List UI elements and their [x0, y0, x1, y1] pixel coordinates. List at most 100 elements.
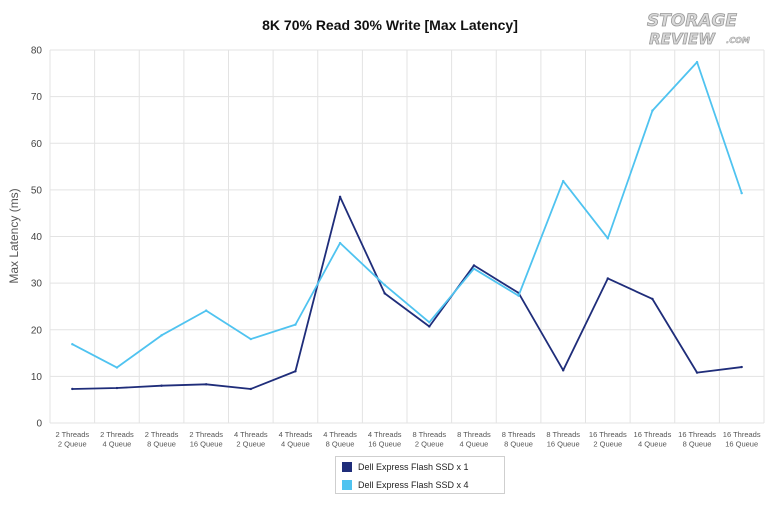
legend-item-series-2: Dell Express Flash SSD x 4 — [336, 477, 504, 493]
x-tick-label-line: 4 Threads — [234, 430, 268, 439]
x-tick-label: 4 Threads 2 Queue — [234, 430, 268, 449]
y-tick-label: 80 — [31, 46, 43, 57]
x-tick-label-line: 16 Queue — [725, 440, 758, 449]
x-tick-label-line: 4 Queue — [638, 440, 667, 449]
x-tick-label-line: 8 Threads — [502, 430, 536, 439]
data-point-series-2 — [651, 109, 654, 112]
data-point-series-2 — [204, 309, 208, 312]
y-axis-label: Max Latency (ms) — [7, 188, 21, 283]
x-tick-label: 16 Threads 4 Queue — [634, 430, 672, 449]
x-tick-label-line: 16 Threads — [678, 430, 716, 439]
x-tick-label-line: 8 Threads — [546, 430, 580, 439]
data-point-series-2 — [160, 334, 163, 337]
x-tick-label: 8 Threads 16 Queue — [546, 430, 580, 449]
legend-swatch-series-1 — [342, 462, 352, 472]
data-point-series-1 — [204, 383, 208, 386]
data-point-series-1 — [740, 365, 743, 369]
data-point-series-2 — [338, 241, 342, 245]
logo-line2: REVIEW — [649, 30, 716, 48]
data-point-series-1 — [651, 297, 654, 301]
x-tick-label-line: 16 Threads — [723, 430, 761, 439]
y-tick-label: 60 — [31, 139, 43, 150]
series-line-1 — [72, 195, 742, 390]
x-tick-label: 8 Threads 4 Queue — [457, 430, 491, 449]
x-tick-label-line: 4 Threads — [279, 430, 313, 439]
x-tick-label-line: 4 Queue — [103, 440, 132, 449]
data-point-series-2 — [294, 323, 297, 326]
x-tick-label: 8 Threads 8 Queue — [502, 430, 536, 449]
x-tick-label: 16 Threads 16 Queue — [723, 430, 761, 449]
data-point-series-2 — [71, 343, 74, 346]
y-tick-label: 20 — [31, 325, 43, 336]
x-tick-label-line: 2 Threads — [145, 430, 179, 439]
data-point-series-1 — [249, 387, 253, 391]
data-point-series-2 — [606, 237, 610, 240]
x-tick-label: 2 Threads 2 Queue — [55, 430, 89, 449]
data-point-series-1 — [71, 387, 74, 391]
x-tick-label: 2 Threads 4 Queue — [100, 430, 134, 449]
data-point-series-2 — [561, 179, 565, 183]
data-point-series-2 — [472, 267, 476, 270]
series-line-2 — [71, 61, 743, 369]
data-point-series-2 — [517, 294, 520, 297]
legend-label-series-2: Dell Express Flash SSD x 4 — [358, 480, 469, 490]
data-point-series-2 — [428, 321, 431, 324]
series-lines — [71, 60, 743, 391]
y-tick-label: 0 — [36, 419, 42, 430]
x-tick-label-line: 2 Threads — [189, 430, 223, 439]
logo-suffix: .COM — [726, 36, 750, 45]
x-tick-label-line: 16 Queue — [190, 440, 223, 449]
y-tick-label: 40 — [31, 232, 43, 243]
x-tick-label: 2 Threads 16 Queue — [189, 430, 223, 449]
x-tick-label: 8 Threads 2 Queue — [412, 430, 446, 449]
data-point-series-2 — [740, 191, 743, 195]
y-tick-label: 50 — [31, 185, 43, 196]
x-tick-label: 2 Threads 8 Queue — [145, 430, 179, 449]
x-tick-label-line: 2 Threads — [55, 430, 89, 439]
y-tick-label: 70 — [31, 92, 43, 103]
x-tick-label-line: 8 Queue — [326, 440, 355, 449]
data-point-series-1 — [695, 371, 699, 374]
x-tick-label-line: 16 Threads — [589, 430, 627, 439]
x-tick-label-line: 4 Threads — [323, 430, 357, 439]
x-tick-label-line: 8 Queue — [147, 440, 176, 449]
data-point-series-1 — [606, 277, 610, 280]
data-point-series-2 — [249, 337, 253, 341]
data-point-series-1 — [383, 292, 386, 295]
data-point-series-1 — [338, 195, 342, 199]
data-point-series-2 — [383, 283, 386, 287]
y-tick-label: 30 — [31, 279, 43, 290]
x-tick-label-line: 2 Queue — [593, 440, 622, 449]
x-tick-label: 4 Threads 4 Queue — [279, 430, 313, 449]
x-tick-label-line: 4 Queue — [460, 440, 489, 449]
storage-review-logo: STORAGE REVIEW .COM — [647, 11, 751, 49]
data-point-series-1 — [472, 264, 476, 267]
x-tick-label-line: 2 Queue — [236, 440, 265, 449]
x-tick-label-line: 8 Threads — [457, 430, 491, 439]
x-tick-label-line: 4 Queue — [281, 440, 310, 449]
legend-swatch-series-2 — [342, 480, 352, 490]
data-point-series-1 — [294, 370, 297, 373]
x-tick-label-line: 2 Queue — [415, 440, 444, 449]
x-tick-label-line: 8 Queue — [504, 440, 533, 449]
x-tick-label: 16 Threads 2 Queue — [589, 430, 627, 449]
x-tick-label: 4 Threads 16 Queue — [368, 430, 402, 449]
data-point-series-1 — [428, 325, 431, 328]
x-tick-label-line: 2 Threads — [100, 430, 134, 439]
data-point-series-1 — [561, 369, 565, 372]
x-tick-label-line: 4 Threads — [368, 430, 402, 439]
data-point-series-2 — [115, 366, 119, 369]
x-tick-label-line: 2 Queue — [58, 440, 87, 449]
data-point-series-2 — [695, 60, 699, 64]
y-tick-label: 10 — [31, 372, 43, 383]
x-tick-label-line: 8 Queue — [683, 440, 712, 449]
chart-title: 8K 70% Read 30% Write [Max Latency] — [262, 17, 518, 33]
legend-item-series-1: Dell Express Flash SSD x 1 — [336, 459, 504, 475]
x-tick-label: 4 Threads 8 Queue — [323, 430, 357, 449]
logo-line1: STORAGE — [647, 11, 737, 31]
data-point-series-1 — [160, 384, 163, 387]
legend: Dell Express Flash SSD x 1 Dell Express … — [335, 456, 505, 494]
legend-label-series-1: Dell Express Flash SSD x 1 — [358, 462, 469, 472]
